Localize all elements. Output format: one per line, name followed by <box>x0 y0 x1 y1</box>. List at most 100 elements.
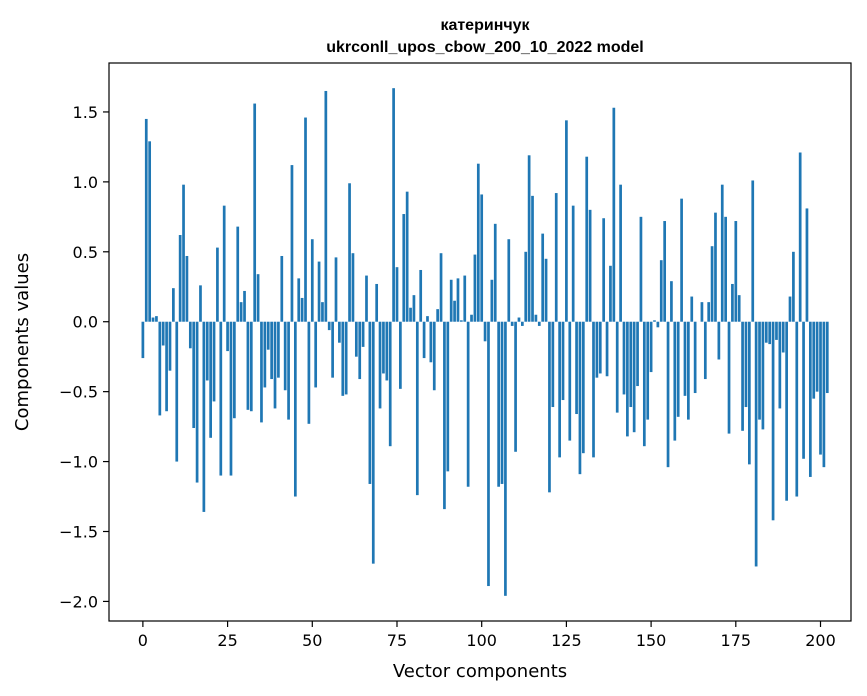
bar <box>148 141 152 322</box>
bar <box>734 221 738 322</box>
bar <box>246 321 250 410</box>
plot-area-frame <box>108 62 852 622</box>
bar <box>642 321 646 447</box>
bar <box>324 90 328 322</box>
bar <box>636 321 639 387</box>
bar <box>802 321 805 459</box>
bar <box>602 218 606 322</box>
bar <box>808 321 812 477</box>
bar <box>731 283 734 322</box>
bar <box>436 309 439 322</box>
bar <box>561 321 565 401</box>
bar <box>751 180 755 322</box>
bar <box>737 295 741 322</box>
x-tick-label: 125 <box>551 631 582 650</box>
bar <box>314 321 318 388</box>
bar <box>656 321 660 328</box>
bar <box>209 321 212 438</box>
bar <box>256 274 260 322</box>
bar <box>524 251 528 322</box>
bar <box>548 321 551 493</box>
bar <box>761 321 765 430</box>
x-axis-ticks: 0 25 50 75 100 125 150 175 200 <box>138 621 836 650</box>
bar <box>382 321 385 374</box>
bar <box>175 321 179 462</box>
bar <box>449 279 453 322</box>
bar <box>236 226 240 322</box>
bar <box>703 321 707 380</box>
bar <box>456 278 460 322</box>
bar <box>622 321 626 395</box>
bar <box>188 321 192 349</box>
bar <box>249 321 253 412</box>
bar <box>680 198 683 322</box>
x-tick-label: 0 <box>138 631 148 650</box>
bar <box>378 321 382 409</box>
bar <box>297 278 301 322</box>
bar <box>426 316 429 322</box>
bar <box>781 321 785 353</box>
bar <box>568 321 572 441</box>
bar <box>185 255 189 322</box>
bar <box>460 320 463 322</box>
bar <box>629 321 633 408</box>
bar <box>507 239 511 322</box>
bar <box>687 321 690 420</box>
bar <box>283 321 287 391</box>
bar <box>670 281 673 322</box>
bar <box>588 209 592 322</box>
bar <box>409 307 412 322</box>
bar <box>300 297 304 322</box>
bar <box>504 321 507 596</box>
bar <box>632 321 636 433</box>
bar <box>415 321 419 496</box>
bar <box>395 267 399 322</box>
bar <box>155 316 158 322</box>
bar <box>233 321 236 419</box>
bar <box>405 191 409 322</box>
bar <box>429 321 433 363</box>
bar <box>649 321 653 373</box>
bar <box>798 152 802 322</box>
bar <box>805 208 809 322</box>
bar <box>609 265 612 322</box>
x-tick-label: 150 <box>636 631 667 650</box>
bar <box>317 261 321 322</box>
bar <box>280 255 284 322</box>
bar <box>338 321 341 343</box>
bar <box>270 321 273 380</box>
bar <box>578 321 582 475</box>
bar <box>351 253 355 322</box>
bar <box>646 321 650 420</box>
bar <box>263 321 267 388</box>
bar <box>307 321 311 424</box>
bar <box>412 295 416 322</box>
bar <box>720 184 724 322</box>
bar <box>205 321 209 381</box>
bar <box>788 296 792 322</box>
bar <box>399 321 402 389</box>
bar <box>673 321 677 441</box>
bar <box>825 321 829 394</box>
bar <box>497 321 500 487</box>
bar <box>544 258 548 322</box>
y-tick-label: 0.5 <box>73 243 98 262</box>
bar <box>463 275 467 322</box>
bar <box>554 193 558 322</box>
bar <box>192 321 196 429</box>
x-tick-label: 200 <box>805 631 836 650</box>
bar <box>541 233 545 322</box>
y-tick-label: 1.0 <box>73 173 98 192</box>
bar <box>151 317 155 322</box>
bar <box>707 302 711 322</box>
chart-subtitle: ukrconll_upos_cbow_200_10_2022 model <box>326 39 643 56</box>
bar <box>748 321 751 465</box>
bar <box>815 321 819 392</box>
bar <box>260 321 263 423</box>
bar <box>419 269 423 322</box>
bar <box>392 88 395 322</box>
bar <box>365 275 368 322</box>
bar <box>172 288 175 322</box>
bar <box>480 194 484 322</box>
bar <box>195 321 199 483</box>
